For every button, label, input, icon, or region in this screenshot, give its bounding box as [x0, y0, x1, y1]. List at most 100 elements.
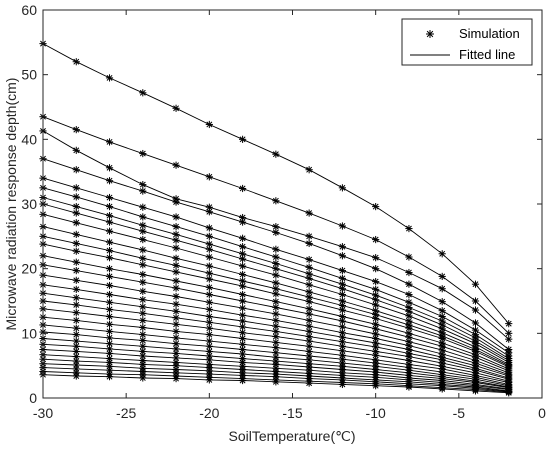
y-tick-label: 30 [21, 196, 37, 212]
simulation-point [272, 271, 280, 279]
simulation-point [105, 254, 114, 262]
simulation-point [505, 320, 513, 328]
simulation-point [72, 219, 80, 227]
simulation-point [338, 184, 346, 192]
simulation-point [139, 352, 147, 360]
simulation-point [471, 297, 480, 305]
simulation-point [239, 297, 247, 305]
simulation-point [272, 259, 280, 268]
series-2 [39, 113, 513, 337]
simulation-point [72, 126, 80, 134]
simulation-point [305, 379, 313, 387]
simulation-point [139, 336, 147, 345]
legend-fitted-line-label: Fitted line [459, 47, 515, 62]
simulation-point [205, 245, 213, 253]
simulation-point [305, 274, 313, 282]
simulation-point [172, 375, 180, 383]
simulation-point [172, 236, 180, 244]
simulation-point [438, 272, 446, 281]
simulation-point [72, 230, 80, 238]
simulation-point [405, 224, 413, 233]
simulation-point [172, 292, 180, 301]
simulation-point [172, 161, 180, 169]
simulation-point [239, 213, 247, 222]
simulation-point [305, 239, 313, 248]
simulation-point [72, 193, 80, 201]
simulation-point [72, 294, 80, 302]
simulation-point [205, 376, 213, 384]
simulation-point [139, 287, 147, 295]
simulation-point [239, 304, 247, 312]
simulation-point [239, 376, 247, 385]
simulation-point [305, 298, 313, 306]
simulation-point [139, 323, 147, 332]
simulation-point [105, 212, 114, 220]
simulation-point [305, 337, 313, 345]
simulation-point [405, 383, 413, 391]
simulation-point [471, 319, 480, 327]
simulation-point [205, 173, 213, 181]
simulation-point [139, 374, 147, 382]
simulation-point [372, 265, 380, 273]
simulation-point [205, 356, 213, 364]
simulation-point [205, 275, 213, 283]
simulation-point [205, 283, 213, 292]
simulation-point [105, 345, 114, 353]
simulation-point [139, 316, 147, 324]
simulation-point [139, 254, 147, 262]
simulation-point [372, 296, 380, 304]
x-tick-label: -20 [199, 405, 219, 421]
simulation-point [139, 89, 147, 97]
simulation-point [272, 253, 280, 261]
simulation-point [338, 312, 346, 321]
x-tick-label: 0 [538, 405, 546, 421]
simulation-point [72, 258, 80, 266]
simulation-point [72, 337, 80, 345]
simulation-point [272, 290, 280, 298]
simulation-point [338, 290, 346, 299]
simulation-point [205, 337, 213, 345]
simulation-point [139, 235, 147, 244]
simulation-point [105, 312, 114, 321]
simulation-point [105, 193, 114, 202]
simulation-point [338, 243, 346, 251]
simulation-point [239, 218, 247, 226]
simulation-point [272, 303, 280, 312]
simulation-point [72, 58, 80, 66]
simulation-point [471, 280, 480, 288]
simulation-point [172, 223, 180, 231]
simulation-point [272, 310, 280, 318]
simulation-point [438, 298, 446, 306]
simulation-point [172, 213, 180, 221]
simulation-point [172, 314, 180, 322]
simulation-point [272, 150, 280, 158]
simulation-point [272, 265, 280, 273]
simulation-point [139, 213, 147, 221]
simulation-point [438, 285, 446, 293]
simulation-point [372, 278, 380, 286]
simulation-point [72, 331, 80, 339]
y-axis-label: Microwave radiation response depth(cm) [3, 78, 19, 331]
x-tick-label: -5 [453, 405, 466, 421]
simulation-point [305, 256, 313, 264]
simulation-point [338, 380, 346, 389]
simulation-point [372, 254, 380, 262]
simulation-point [272, 322, 280, 330]
series-9 [39, 210, 513, 367]
simulation-point [239, 184, 247, 193]
y-tick-label: 60 [21, 2, 37, 18]
simulation-point [105, 177, 114, 185]
simulation-point [139, 149, 147, 158]
simulation-point [338, 222, 346, 230]
simulation-point [205, 262, 213, 270]
simulation-point [105, 281, 114, 290]
simulation-point [72, 184, 80, 192]
simulation-point [72, 146, 80, 154]
simulation-point [72, 301, 80, 309]
simulation-point [139, 296, 147, 304]
simulation-point [438, 385, 446, 393]
simulation-point [105, 74, 114, 82]
simulation-point [272, 197, 280, 205]
simulation-point [305, 281, 313, 289]
simulation-point [471, 387, 480, 395]
